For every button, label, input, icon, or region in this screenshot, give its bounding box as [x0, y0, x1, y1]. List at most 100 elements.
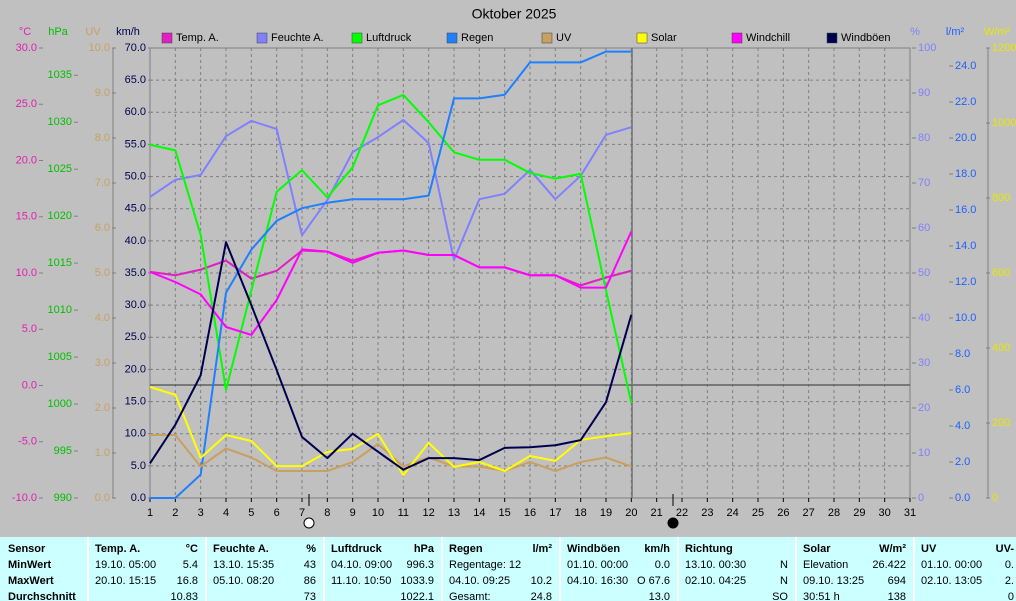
table-cell: MaxWert — [8, 575, 54, 587]
x-tick-label: 31 — [904, 507, 916, 519]
x-tick-label: 3 — [198, 507, 204, 519]
y-tick-label: 5.0 — [22, 323, 37, 335]
y-tick-label: 995 — [54, 445, 72, 457]
y-tick-label: 4.0 — [95, 312, 110, 324]
y-tick-label: 80 — [918, 132, 930, 144]
x-tick-label: 18 — [575, 507, 587, 519]
x-tick-label: 30 — [879, 507, 891, 519]
y-tick-label: 9.0 — [95, 87, 110, 99]
axis-unit-label: l/m² — [946, 26, 965, 38]
y-tick-label: 18.0 — [955, 168, 976, 180]
table-cell: MinWert — [8, 559, 52, 571]
legend-label: Windchill — [746, 32, 790, 44]
y-tick-label: 22.0 — [955, 96, 976, 108]
series-line — [149, 119, 632, 261]
y-tick-label: 90 — [918, 87, 930, 99]
y-tick-label: 6.0 — [95, 222, 110, 234]
x-tick-label: 29 — [853, 507, 865, 519]
x-tick-label: 21 — [651, 507, 663, 519]
table-cell: 11.10. 10:50 — [331, 575, 391, 587]
x-tick-label: 19 — [600, 507, 612, 519]
y-tick-label: 15.0 — [16, 211, 37, 223]
table-cell: 1022.1 — [400, 591, 434, 601]
y-tick-label: 40 — [918, 312, 930, 324]
table-cell: 2. — [1005, 575, 1014, 587]
y-tick-label: 15.0 — [125, 395, 146, 407]
y-tick-label: 1010 — [48, 304, 72, 316]
y-tick-label: 14.0 — [955, 240, 976, 252]
y-tick-label: -5.0 — [18, 436, 37, 448]
y-tick-label: 1005 — [48, 351, 72, 363]
y-tick-label: 3.0 — [95, 357, 110, 369]
table-cell: N — [780, 575, 788, 587]
table-separators — [87, 537, 915, 601]
y-tick-label: 1000 — [992, 117, 1016, 129]
x-tick-label: 12 — [423, 507, 435, 519]
x-tick-label: 11 — [398, 507, 409, 519]
x-tick-label: 4 — [223, 507, 229, 519]
y-tick-label: 45.0 — [125, 203, 146, 215]
y-tick-label: 10.0 — [955, 312, 976, 324]
axis-unit-label: W/m² — [984, 26, 1011, 38]
axis-unit-label: °C — [19, 26, 31, 38]
y-tick-label: 1020 — [48, 210, 72, 222]
table-cell: 73 — [304, 591, 316, 601]
series-line — [149, 93, 633, 404]
series-line — [149, 386, 632, 477]
x-tick-label: 24 — [727, 507, 739, 519]
y-tick-label: 70.0 — [125, 42, 146, 54]
legend-swatch — [541, 32, 553, 44]
table-cell: UV- — [996, 543, 1015, 555]
table-cell: 13.10. 15:35 — [213, 559, 274, 571]
table-cell: 30:51 h — [803, 591, 840, 601]
table-cell: 13.10. 00:30 — [685, 559, 746, 571]
table-cell: 02.10. 04:25 — [685, 575, 746, 587]
y-tick-label: 1025 — [48, 163, 72, 175]
table-cell: Sensor — [8, 543, 46, 555]
y-tick-label: 20.0 — [955, 132, 976, 144]
y-tick-label: 600 — [992, 267, 1010, 279]
y-tick-label: 50.0 — [125, 170, 146, 182]
stats-table — [0, 537, 1016, 601]
series-line — [149, 241, 633, 471]
y-tick-label: 10.0 — [89, 42, 110, 54]
legend-label: Solar — [651, 32, 677, 44]
x-tick-label: 27 — [803, 507, 815, 519]
table-cell: 10.83 — [170, 591, 198, 601]
y-tick-label: 5.0 — [131, 460, 146, 472]
y-tick-label: 20.0 — [125, 363, 146, 375]
legend-label: Feuchte A. — [271, 32, 324, 44]
table-cell: 0.0 — [655, 559, 670, 571]
x-tick-label: 20 — [625, 507, 637, 519]
table-cell: Regentage: 12 — [449, 559, 521, 571]
y-tick-label: 24.0 — [955, 60, 976, 72]
y-tick-label: 35.0 — [125, 267, 146, 279]
grid — [150, 48, 910, 498]
y-tick-label: 25.0 — [125, 331, 146, 343]
legend-label: Luftdruck — [366, 32, 412, 44]
table-cell: 138 — [888, 591, 906, 601]
table-cell: Gesamt: — [449, 591, 491, 601]
y-tick-label: 2.0 — [955, 456, 970, 468]
y-tick-label: 55.0 — [125, 138, 146, 150]
table-cell: 01.10. 00:00 — [567, 559, 628, 571]
full-moon-icon — [303, 517, 315, 529]
y-tick-label: 30.0 — [16, 42, 37, 54]
y-tick-label: 1000 — [48, 398, 72, 410]
table-cell: 0 — [1008, 591, 1014, 601]
axis-unit-label: UV — [85, 26, 101, 38]
chart-title: Oktober 2025 — [472, 6, 557, 22]
table-cell: 24.8 — [531, 591, 552, 601]
y-tick-label: 990 — [54, 492, 72, 504]
table-cell: 5.4 — [183, 559, 198, 571]
table-cell: SO — [772, 591, 788, 601]
x-tick-label: 16 — [524, 507, 536, 519]
legend-swatch — [161, 32, 173, 44]
table-cell: Solar — [803, 543, 831, 555]
y-tick-label: 0.0 — [95, 492, 110, 504]
x-tick-label: 1 — [147, 507, 153, 519]
axis-unit-label: % — [910, 26, 920, 38]
